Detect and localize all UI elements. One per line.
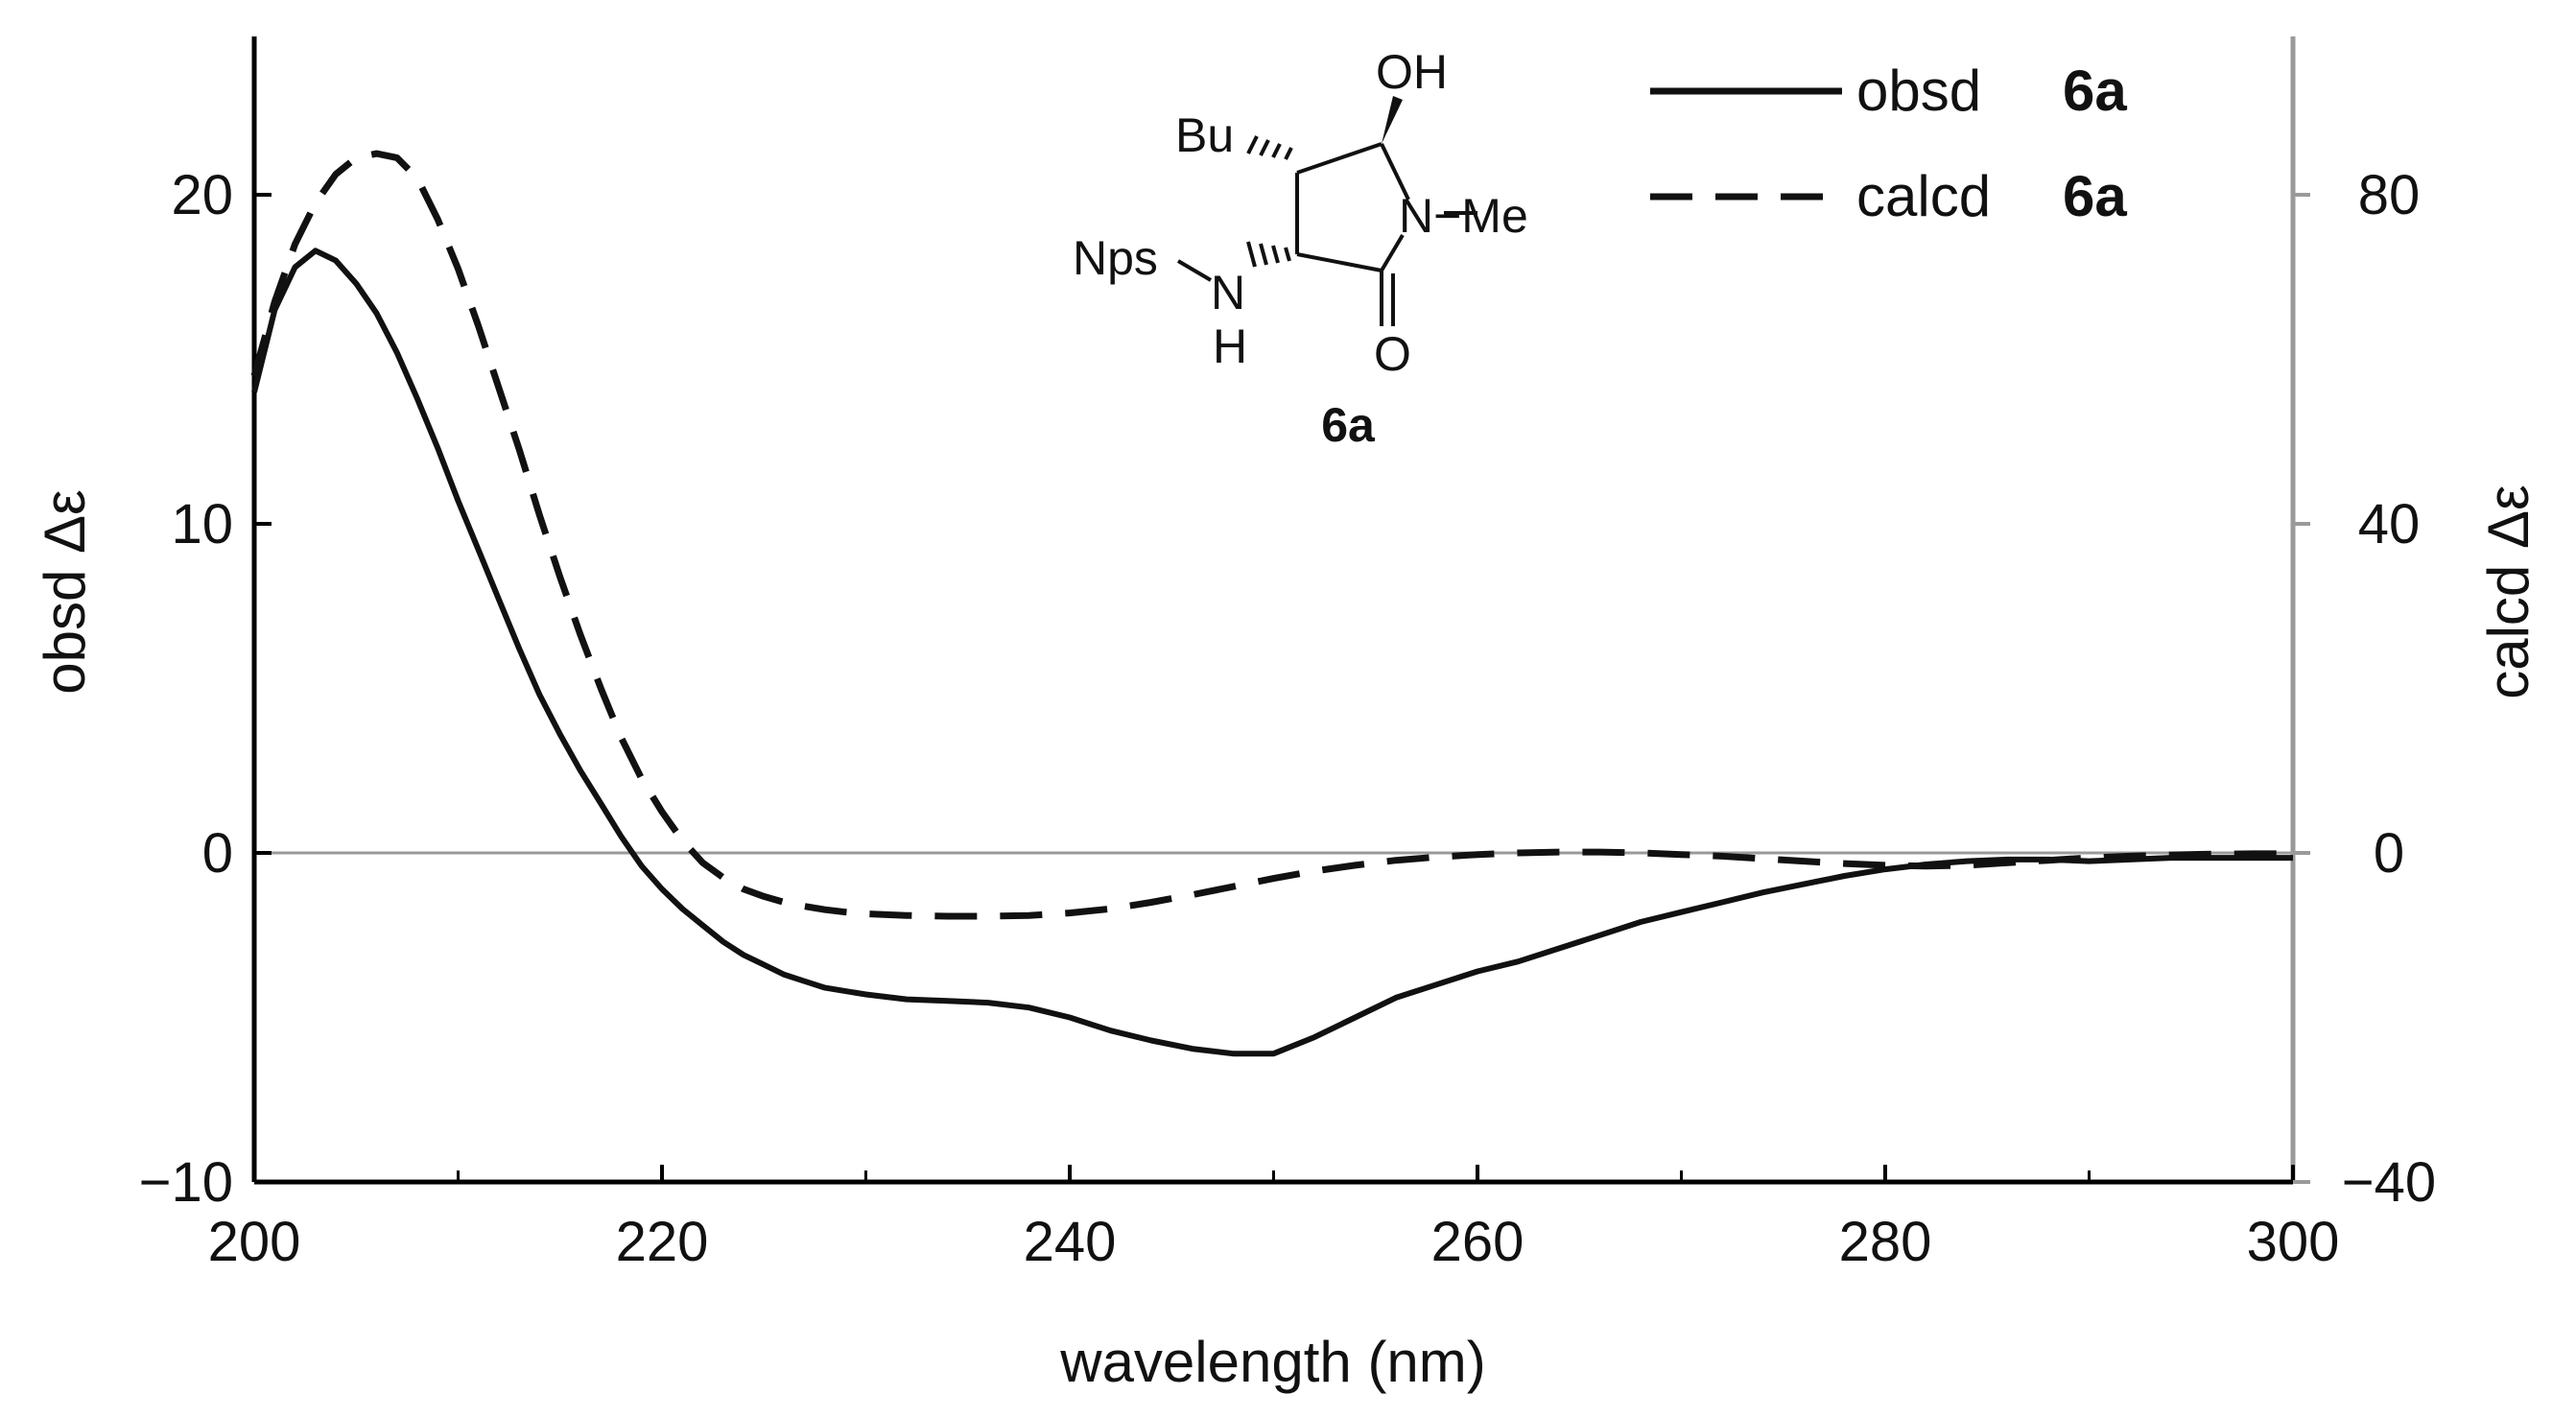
right-y-axis-title: calcd Δε: [2476, 484, 2541, 699]
x-tick-label: 200: [208, 1211, 301, 1273]
y-right-tick-label: 80: [2358, 164, 2421, 226]
structure-carbonyl-o: O: [1374, 327, 1411, 381]
wedge-c5-oh: [1382, 96, 1403, 144]
hash-c4-bu: [1246, 135, 1293, 160]
structure-oh: OH: [1376, 45, 1448, 99]
bond-c5-n: [1380, 143, 1410, 201]
y-left-tick-label: 20: [171, 164, 233, 226]
x-tick-label: 280: [1839, 1211, 1932, 1273]
x-tick-label: 300: [2247, 1211, 2340, 1273]
left-y-axis-title: obsd Δε: [33, 489, 97, 695]
legend: obsd 6a calcd 6a: [1650, 59, 2127, 228]
y-right-tick-label: −40: [2342, 1151, 2436, 1214]
hash-c3-nh: [1246, 241, 1291, 268]
structure-nh-n: N: [1211, 266, 1245, 319]
series-line-calcd: [250, 150, 2293, 920]
series-line-obsd: [251, 248, 2293, 1057]
series-layer: [250, 150, 2293, 1057]
structure-compound-label: 6a: [1321, 398, 1376, 452]
legend-calcd-compound: 6a: [2063, 164, 2127, 228]
y-left-tick-label: 0: [202, 822, 233, 885]
y-right-tick-label: 40: [2358, 493, 2421, 555]
x-tick-label: 240: [1024, 1211, 1117, 1273]
chemical-structure-6a: OH Bu N−Me Nps N H O 6a: [1073, 45, 1528, 452]
bond-c2-c3: [1296, 252, 1383, 272]
bond-c4-c5: [1296, 142, 1383, 175]
y-left-tick-label: −10: [139, 1151, 233, 1214]
ticks-layer: 200 220 240 260 280 300 −10 0 10 20 −40 0 40 80: [139, 164, 2437, 1273]
structure-n-me: N−Me: [1399, 189, 1528, 243]
structure-nps: Nps: [1073, 231, 1158, 285]
x-tick-label: 260: [1431, 1211, 1524, 1273]
structure-nh-h: H: [1213, 319, 1247, 373]
structure-bu: Bu: [1175, 108, 1234, 162]
bond-nps-n: [1176, 259, 1213, 282]
x-axis-title: wavelength (nm): [1059, 1330, 1486, 1394]
y-right-tick-label: 0: [2374, 822, 2404, 885]
legend-obsd-label: obsd: [1856, 59, 1981, 123]
bond-n-c2: [1380, 233, 1405, 272]
legend-obsd-compound: 6a: [2063, 59, 2127, 123]
x-tick-label: 220: [616, 1211, 709, 1273]
y-left-tick-label: 10: [171, 493, 233, 555]
legend-calcd-label: calcd: [1856, 164, 1991, 228]
